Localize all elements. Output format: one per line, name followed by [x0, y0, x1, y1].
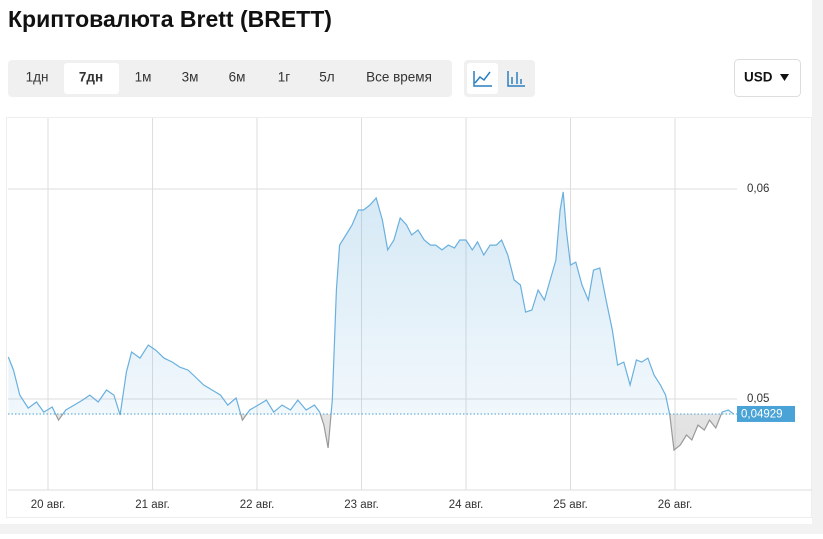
current-price-label: 0,04929: [741, 408, 783, 420]
range-button[interactable]: 6м: [229, 70, 246, 85]
x-tick-label: 26 авг.: [658, 499, 692, 511]
x-tick-label: 21 авг.: [135, 499, 169, 511]
dropdown-arrow: [780, 74, 789, 81]
x-tick-label: 25 авг.: [553, 499, 587, 511]
range-button[interactable]: 1м: [135, 70, 152, 85]
current-price-box: [737, 405, 795, 422]
y-tick-label: 0,05: [747, 393, 769, 405]
currency-label: USD: [744, 70, 773, 85]
page-edge: [812, 0, 823, 534]
range-button[interactable]: Все время: [366, 70, 432, 85]
range-button[interactable]: 1г: [278, 70, 291, 85]
x-tick-label: 23 авг.: [344, 499, 378, 511]
range-button[interactable]: 5л: [319, 70, 334, 85]
x-tick-label: 22 авг.: [240, 499, 274, 511]
line-icon: [473, 71, 492, 87]
y-tick-label: 0,06: [747, 183, 769, 195]
range-button[interactable]: 3м: [182, 70, 199, 85]
chart-frame: [6, 117, 812, 518]
page-title: Криптовалюта Brett (BRETT): [8, 6, 332, 32]
area-above: [8, 191, 734, 414]
x-tick-label: 24 авг.: [449, 499, 483, 511]
x-tick-label: 20 авг.: [31, 499, 65, 511]
range-button[interactable]: 7дн: [79, 70, 103, 85]
bar-icon[interactable]: [507, 71, 525, 87]
range-selected: [64, 63, 119, 94]
currency-select[interactable]: [734, 59, 801, 97]
price-line: [7, 191, 734, 414]
page-edge: [0, 524, 823, 534]
range-button[interactable]: 1дн: [26, 70, 49, 85]
